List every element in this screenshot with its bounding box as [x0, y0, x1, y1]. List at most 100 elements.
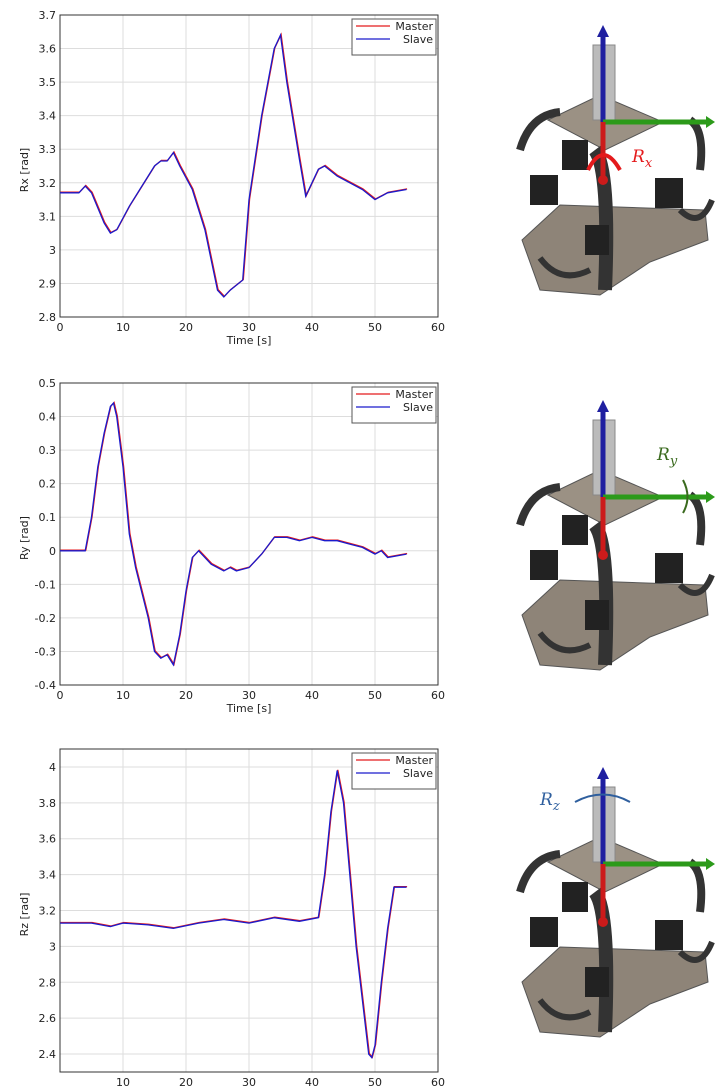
axis-z-head	[597, 25, 609, 37]
rotation-label: Rx	[631, 147, 653, 171]
robot-illustration: Ry	[516, 400, 715, 671]
motor	[530, 917, 558, 947]
x-tick-label: 60	[431, 689, 445, 702]
motor	[585, 225, 609, 255]
motor	[585, 600, 609, 630]
legend-label: Slave	[403, 33, 433, 46]
legend-label: Slave	[403, 401, 433, 414]
y-tick-label: 0.2	[39, 478, 57, 491]
y-tick-label: 0.5	[39, 377, 57, 390]
y-tick-label: 3.7	[39, 9, 57, 22]
axis-y-head	[706, 116, 715, 128]
motor	[530, 175, 558, 205]
y-axis-label: Rz [rad]	[18, 893, 31, 937]
motor	[585, 967, 609, 997]
robot-leg	[588, 520, 614, 666]
plot-frame	[59, 14, 439, 318]
legend-box	[351, 18, 437, 56]
x-tick-label: 50	[368, 321, 382, 334]
motor	[562, 882, 588, 912]
legend-label: Master	[395, 754, 433, 767]
y-axis-label: Rx [rad]	[18, 148, 31, 192]
y-tick-label: 3	[49, 940, 56, 953]
axis-origin	[598, 917, 608, 927]
rotation-label: Ry	[656, 445, 678, 469]
x-tick-label: 30	[242, 321, 256, 334]
series-line	[60, 770, 407, 1059]
y-tick-label: -0.2	[35, 612, 56, 625]
x-tick-label: 10	[116, 1076, 130, 1086]
x-tick-label: 10	[116, 321, 130, 334]
y-tick-label: 3.6	[39, 43, 57, 56]
x-tick-label: 20	[179, 1076, 193, 1086]
robot-leg	[588, 887, 614, 1033]
motor	[655, 178, 683, 208]
x-axis-label: Time [s]	[226, 334, 272, 347]
motor	[562, 140, 588, 170]
rotation-label: Rz	[539, 790, 560, 814]
rotation-arrow	[586, 153, 622, 172]
y-tick-label: 3.8	[39, 797, 57, 810]
y-tick-label: 2.6	[39, 1012, 57, 1025]
robot-illustration: Rz	[516, 767, 715, 1038]
rotation-label-sub: x	[645, 156, 653, 171]
axis-y-head	[706, 491, 715, 503]
rotation-arrow	[682, 479, 689, 514]
y-tick-label: 3.6	[39, 833, 57, 846]
axis-z-head	[597, 767, 609, 779]
robot-base	[521, 204, 709, 296]
y-tick-label: 2.4	[39, 1048, 57, 1061]
plot-frame	[59, 382, 439, 686]
series-line	[60, 32, 407, 298]
robot-base	[521, 946, 709, 1038]
rotation-arrow	[574, 793, 631, 803]
x-tick-label: 50	[368, 689, 382, 702]
y-tick-label: 3	[49, 244, 56, 257]
axis-origin	[598, 175, 608, 185]
robot-ring	[537, 198, 715, 279]
y-tick-label: 3.4	[39, 869, 57, 882]
y-tick-label: 3.4	[39, 110, 57, 123]
x-tick-label: 30	[242, 1076, 256, 1086]
x-tick-label: 40	[305, 689, 319, 702]
y-tick-label: 3.2	[39, 905, 57, 918]
x-tick-label: 50	[368, 1076, 382, 1086]
robot-ring	[537, 573, 715, 654]
plot-frame	[59, 748, 439, 1073]
axis-origin	[598, 550, 608, 560]
y-tick-label: 2.8	[39, 311, 57, 324]
x-tick-label: 0	[57, 321, 64, 334]
motor	[655, 553, 683, 583]
legend-label: Master	[395, 20, 433, 33]
robot-illustration: Rx	[516, 25, 715, 296]
x-tick-label: 40	[305, 321, 319, 334]
y-tick-label: 2.9	[39, 277, 57, 290]
x-tick-label: 30	[242, 689, 256, 702]
y-tick-label: 3.2	[39, 177, 57, 190]
legend-box	[351, 752, 437, 790]
y-tick-label: 0	[49, 545, 56, 558]
x-tick-label: 0	[57, 689, 64, 702]
y-tick-label: -0.1	[35, 578, 56, 591]
y-tick-label: 0.1	[39, 511, 57, 524]
rotation-label-base: R	[656, 445, 670, 465]
legend-label: Slave	[403, 767, 433, 780]
y-tick-label: 3.1	[39, 210, 57, 223]
y-tick-label: 0.3	[39, 444, 57, 457]
y-tick-label: -0.3	[35, 645, 56, 658]
rotation-label-sub: z	[552, 799, 560, 814]
motor	[655, 920, 683, 950]
robot-base	[521, 579, 709, 671]
rotation-label-base: R	[539, 790, 553, 810]
rotation-label-base: R	[631, 147, 645, 167]
rotation-label-sub: y	[669, 454, 678, 469]
series-line	[60, 401, 407, 667]
y-tick-label: 3.5	[39, 76, 57, 89]
legend-label: Master	[395, 388, 433, 401]
x-tick-label: 60	[431, 1076, 445, 1086]
x-tick-label: 10	[116, 689, 130, 702]
x-tick-label: 40	[305, 1076, 319, 1086]
y-tick-label: 4	[49, 761, 56, 774]
axis-z-head	[597, 400, 609, 412]
motor	[530, 550, 558, 580]
